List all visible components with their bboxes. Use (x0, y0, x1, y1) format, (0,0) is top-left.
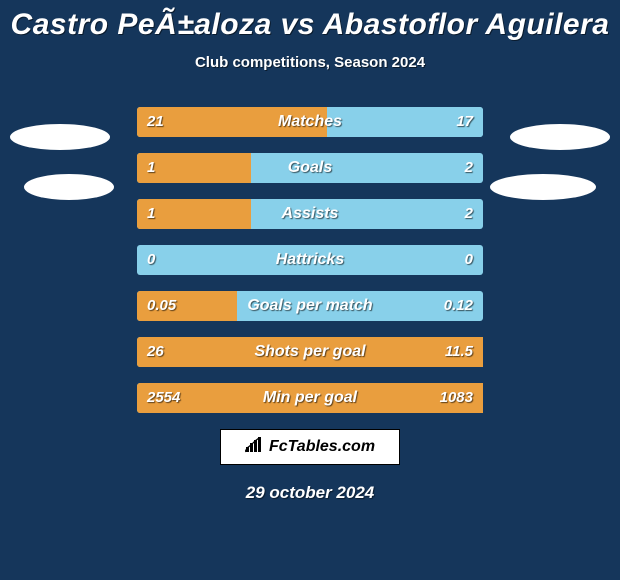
placeholder-ellipse-right-2 (490, 174, 596, 200)
comparison-infographic: Castro PeÃ±aloza vs Abastoflor Aguilera … (0, 0, 620, 580)
placeholder-ellipse-right-1 (510, 124, 610, 150)
placeholder-ellipse-left-1 (10, 124, 110, 150)
stats-list: 2117Matches 12Goals 12Assists 00Hattricks 0.… (137, 107, 483, 413)
stat-label: Shots per goal (137, 337, 483, 367)
placeholder-ellipse-left-2 (24, 174, 114, 200)
stat-row: 0.050.12Goals per match (137, 291, 483, 321)
source-badge[interactable]: FcTables.com (220, 429, 400, 465)
stat-row: 25541083Min per goal (137, 383, 483, 413)
stat-row: 12Assists (137, 199, 483, 229)
source-badge-text: FcTables.com (269, 438, 375, 456)
stat-label: Goals (137, 153, 483, 183)
stat-label: Goals per match (137, 291, 483, 321)
stat-row: 00Hattricks (137, 245, 483, 275)
stat-label: Hattricks (137, 245, 483, 275)
page-title: Castro PeÃ±aloza vs Abastoflor Aguilera (0, 8, 620, 42)
stat-row: 2611.5Shots per goal (137, 337, 483, 367)
stat-label: Assists (137, 199, 483, 229)
stat-label: Min per goal (137, 383, 483, 413)
footer-date: 29 october 2024 (0, 483, 620, 503)
stat-label: Matches (137, 107, 483, 137)
page-subtitle: Club competitions, Season 2024 (0, 54, 620, 71)
stat-row: 12Goals (137, 153, 483, 183)
chart-bars-icon (245, 437, 263, 458)
stat-row: 2117Matches (137, 107, 483, 137)
